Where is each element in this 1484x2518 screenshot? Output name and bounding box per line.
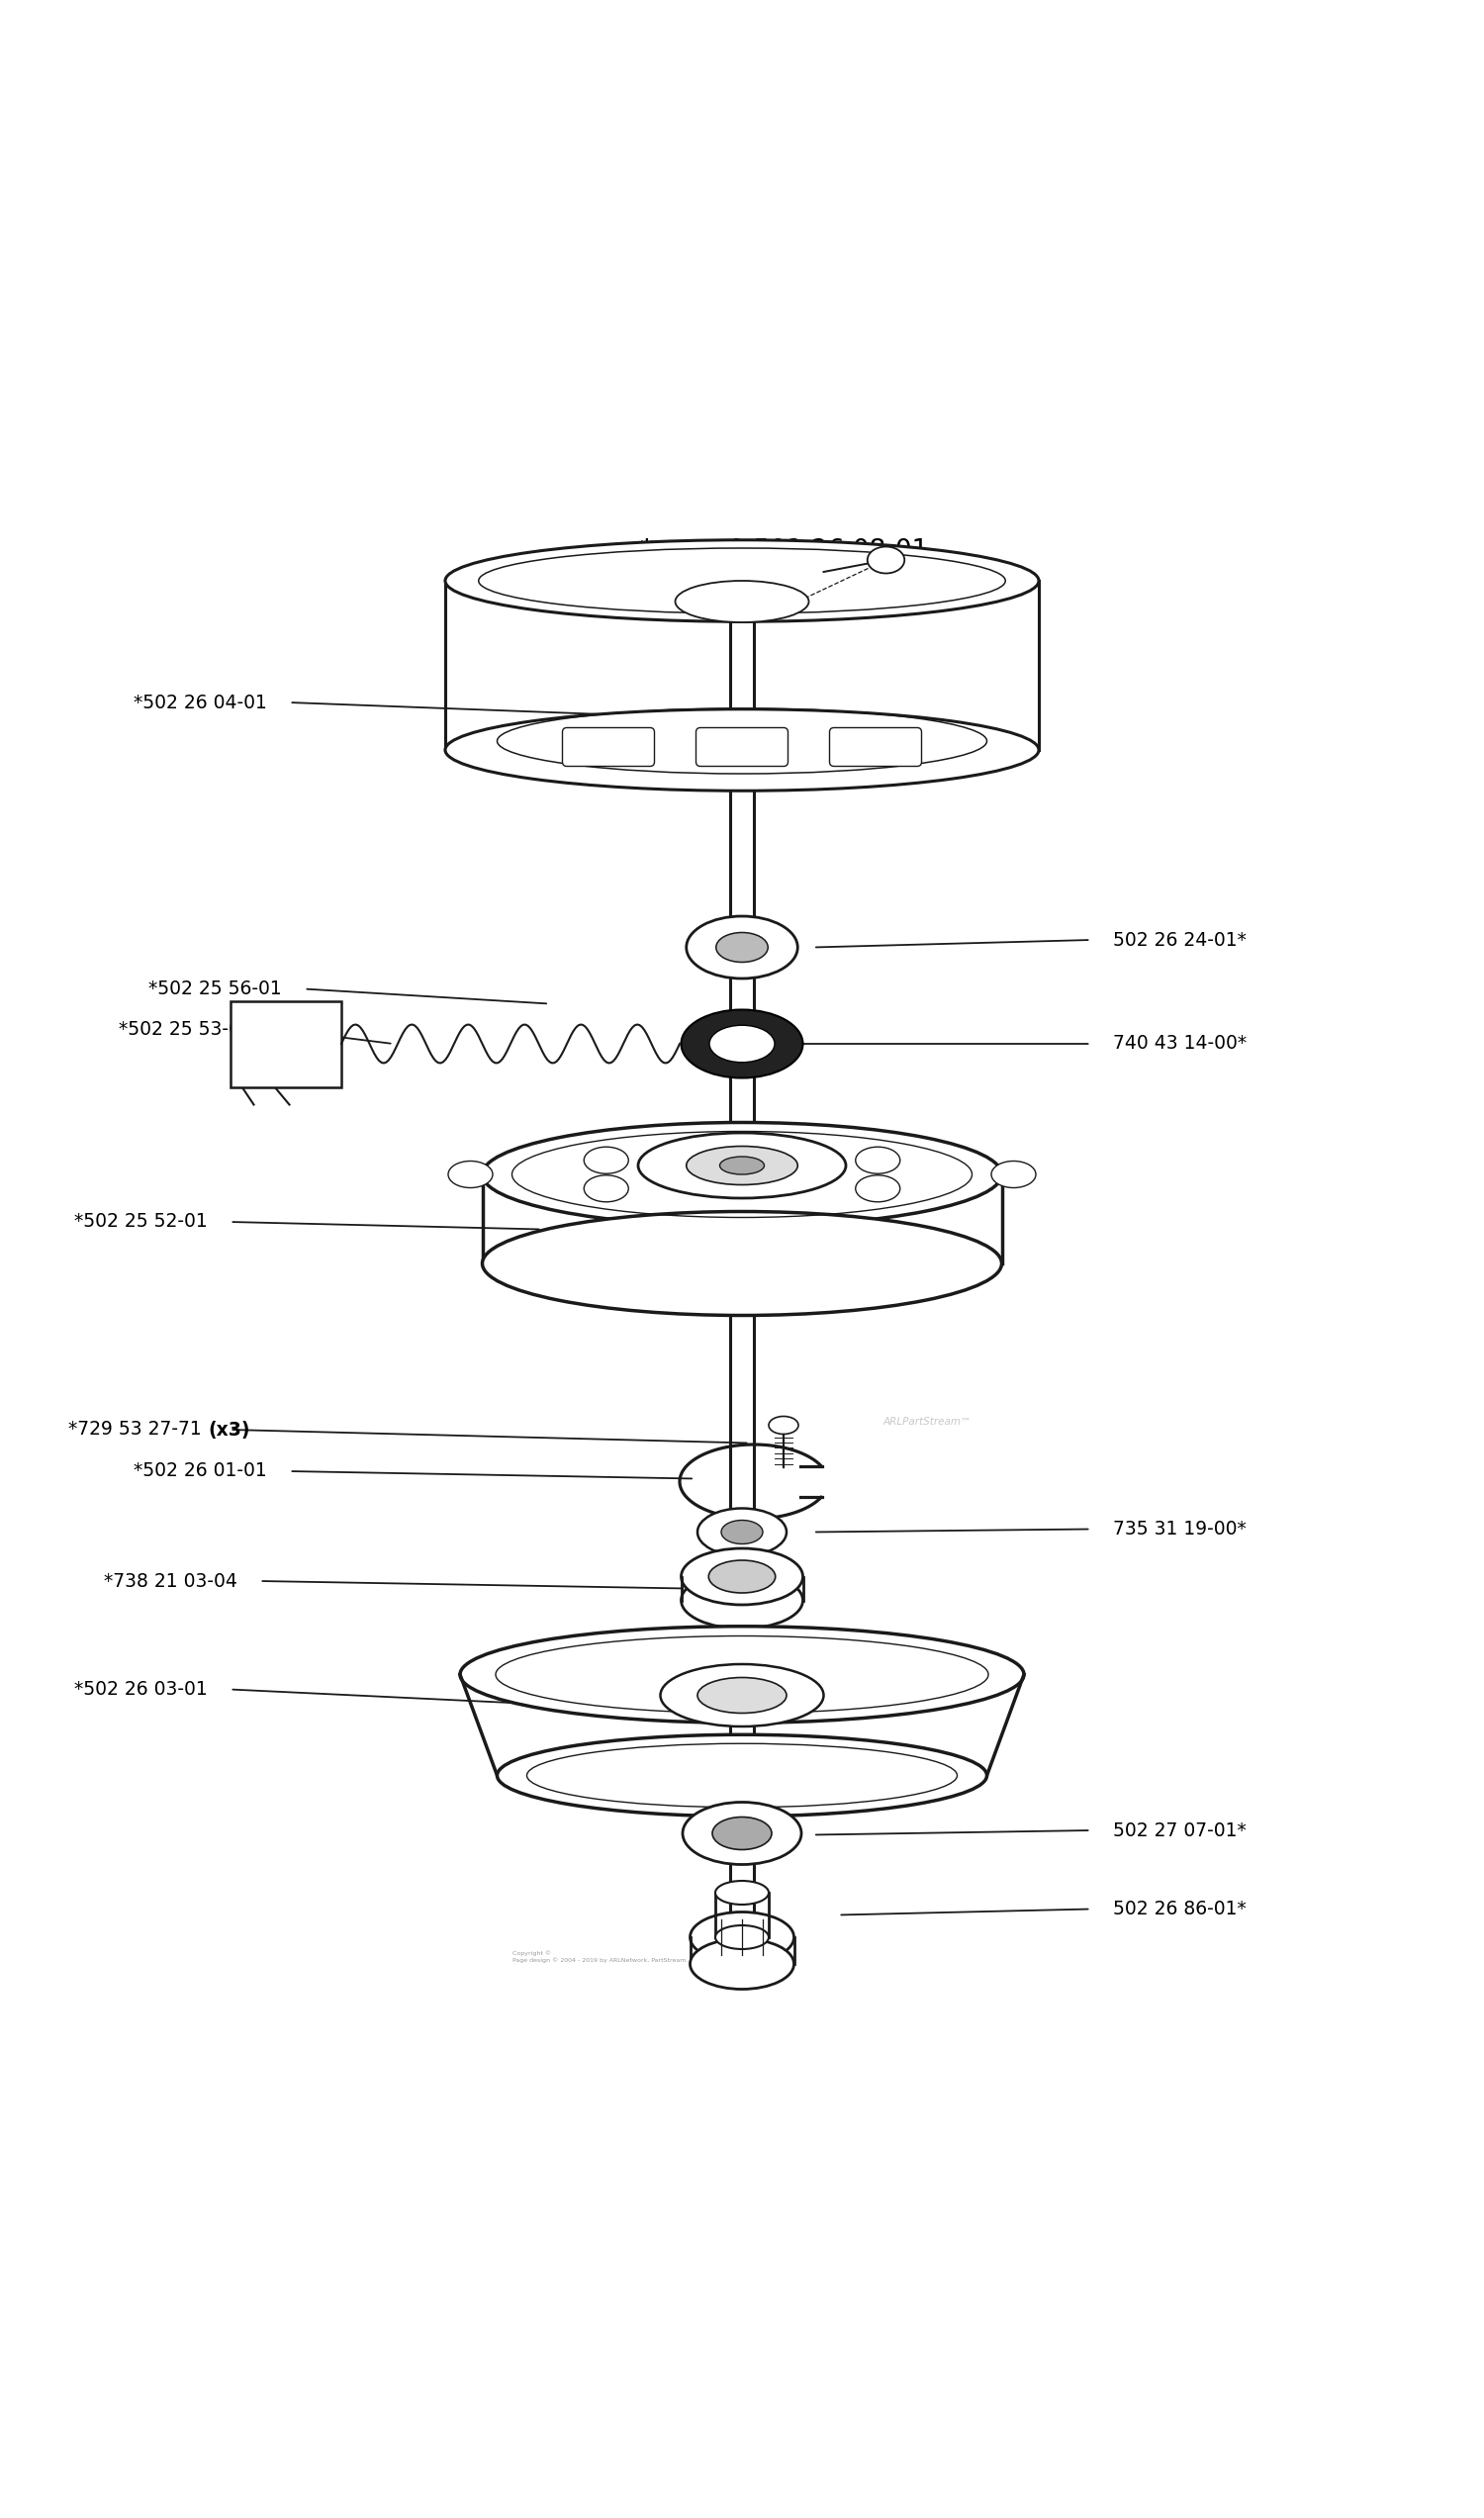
Text: *502 26 04-01: *502 26 04-01 bbox=[134, 692, 267, 713]
Ellipse shape bbox=[715, 932, 769, 962]
Text: *502 25 53-01: *502 25 53-01 bbox=[119, 1020, 252, 1037]
Ellipse shape bbox=[690, 1939, 794, 1989]
Ellipse shape bbox=[638, 1133, 846, 1199]
FancyBboxPatch shape bbox=[562, 728, 654, 765]
Text: *729 53 27-71: *729 53 27-71 bbox=[68, 1420, 208, 1440]
Ellipse shape bbox=[991, 1161, 1036, 1188]
Text: *738 21 03-04: *738 21 03-04 bbox=[104, 1571, 237, 1591]
Ellipse shape bbox=[686, 1146, 798, 1186]
Text: 502 26 24-01*: 502 26 24-01* bbox=[1113, 932, 1247, 949]
Ellipse shape bbox=[482, 1123, 1002, 1226]
Ellipse shape bbox=[855, 1146, 899, 1173]
Ellipse shape bbox=[709, 1025, 775, 1063]
Text: *502 25 52-01: *502 25 52-01 bbox=[74, 1214, 208, 1231]
Ellipse shape bbox=[583, 1146, 629, 1173]
Text: 740 43 14-00*: 740 43 14-00* bbox=[1113, 1035, 1247, 1053]
Ellipse shape bbox=[686, 917, 798, 980]
Text: 502 26 86-01*: 502 26 86-01* bbox=[1113, 1899, 1247, 1919]
Text: Copyright ©
Page design © 2004 - 2019 by ARLNetwork, PartStream....: Copyright © Page design © 2004 - 2019 by… bbox=[512, 1951, 693, 1962]
Ellipse shape bbox=[445, 710, 1039, 791]
Ellipse shape bbox=[690, 1911, 794, 1962]
Ellipse shape bbox=[660, 1664, 824, 1727]
Ellipse shape bbox=[460, 1627, 1024, 1722]
Ellipse shape bbox=[715, 1881, 769, 1904]
Ellipse shape bbox=[681, 1549, 803, 1604]
FancyBboxPatch shape bbox=[830, 728, 922, 765]
Ellipse shape bbox=[675, 582, 809, 622]
Text: *502 25 56-01: *502 25 56-01 bbox=[148, 980, 282, 997]
Ellipse shape bbox=[867, 546, 904, 574]
Text: 502 27 07-01*: 502 27 07-01* bbox=[1113, 1821, 1247, 1841]
Ellipse shape bbox=[855, 1176, 899, 1201]
FancyBboxPatch shape bbox=[696, 728, 788, 765]
Text: *502 26 01-01: *502 26 01-01 bbox=[134, 1463, 267, 1481]
Ellipse shape bbox=[769, 1415, 798, 1435]
Ellipse shape bbox=[683, 1803, 801, 1863]
Ellipse shape bbox=[583, 1176, 628, 1201]
Ellipse shape bbox=[709, 1561, 775, 1594]
Text: 502 26 08-01: 502 26 08-01 bbox=[745, 539, 929, 564]
FancyBboxPatch shape bbox=[230, 1000, 341, 1088]
Ellipse shape bbox=[445, 539, 1039, 622]
Ellipse shape bbox=[681, 1010, 803, 1078]
Ellipse shape bbox=[712, 1818, 772, 1851]
Ellipse shape bbox=[497, 1735, 987, 1815]
Ellipse shape bbox=[448, 1161, 493, 1188]
Text: *502 26 03-01: *502 26 03-01 bbox=[74, 1680, 208, 1700]
Text: ARLPartStream™: ARLPartStream™ bbox=[883, 1418, 972, 1428]
Ellipse shape bbox=[482, 1211, 1002, 1314]
Text: 735 31 19-00*: 735 31 19-00* bbox=[1113, 1521, 1247, 1538]
Text: *compl: *compl bbox=[640, 539, 742, 564]
Ellipse shape bbox=[697, 1508, 787, 1556]
Ellipse shape bbox=[697, 1677, 787, 1712]
Ellipse shape bbox=[721, 1521, 763, 1544]
Text: (x3): (x3) bbox=[208, 1420, 249, 1440]
Ellipse shape bbox=[681, 1571, 803, 1629]
Ellipse shape bbox=[720, 1156, 764, 1173]
Ellipse shape bbox=[715, 1926, 769, 1949]
